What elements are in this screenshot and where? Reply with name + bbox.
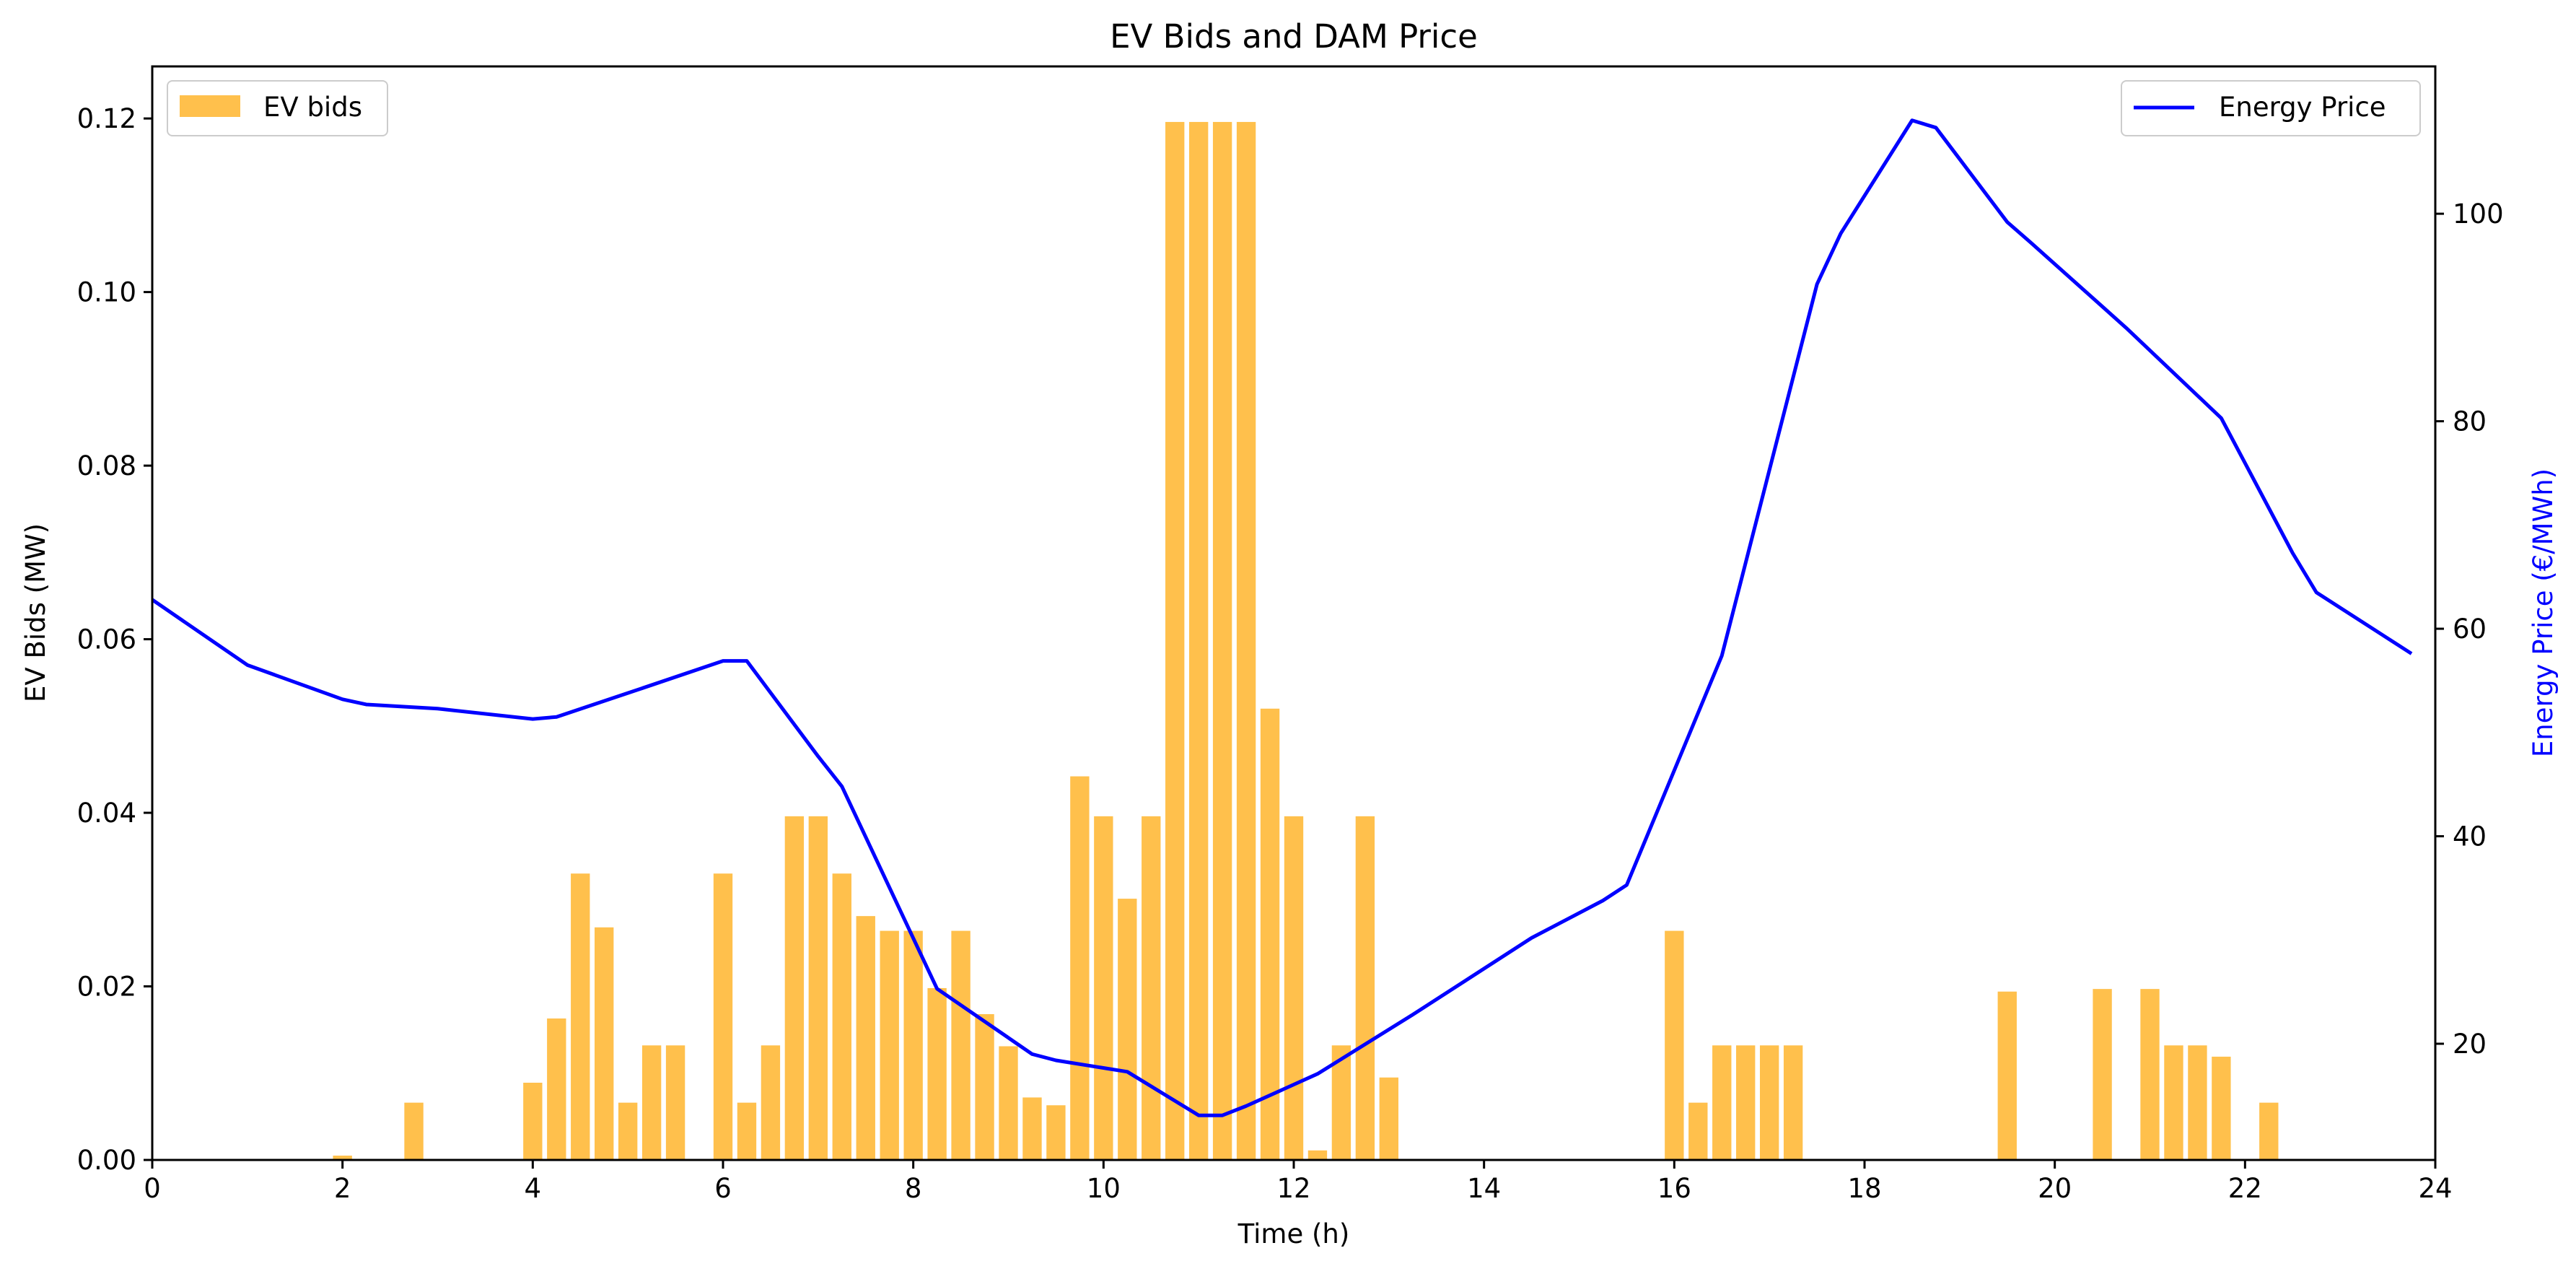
x-tick-label: 20 xyxy=(2038,1173,2072,1204)
y-right-tick-label: 20 xyxy=(2453,1029,2487,1060)
bar xyxy=(856,916,875,1160)
bar xyxy=(2259,1102,2279,1160)
bar xyxy=(1284,816,1304,1160)
x-axis: 0 2 4 6 8 10 12 14 16 18 20 22 24 xyxy=(144,1160,2453,1204)
bar xyxy=(523,1082,543,1160)
bar xyxy=(1118,899,1137,1160)
bar xyxy=(784,816,805,1160)
y-left-tick-label: 0.04 xyxy=(77,798,136,829)
y-left-tick-label: 0.12 xyxy=(77,103,136,134)
legend-ev-bids-frame xyxy=(167,80,388,136)
line-series xyxy=(151,118,2413,1117)
chart-title: EV Bids and DAM Price xyxy=(1110,17,1478,56)
legend-energy-price-frame xyxy=(2121,80,2421,136)
bar xyxy=(2212,1056,2231,1160)
bar xyxy=(880,930,899,1160)
x-tick-label: 6 xyxy=(714,1173,732,1204)
y-axis-right: 20 40 60 80 100 xyxy=(2435,198,2504,1060)
bar xyxy=(2188,1045,2207,1160)
y-left-tick-label: 0.02 xyxy=(77,972,136,1003)
x-tick-label: 10 xyxy=(1087,1173,1121,1204)
bar xyxy=(1307,1150,1328,1160)
energy-price-line xyxy=(151,118,2413,1117)
x-tick-label: 12 xyxy=(1276,1173,1310,1204)
y-left-tick-label: 0.00 xyxy=(77,1145,136,1176)
bar xyxy=(1997,991,2017,1160)
bar xyxy=(665,1045,685,1160)
y-right-tick-label: 40 xyxy=(2453,821,2487,852)
x-tick-label: 18 xyxy=(1847,1173,1881,1204)
legend-energy-price: Energy Price xyxy=(2121,80,2421,136)
bar xyxy=(1046,1105,1066,1160)
y-left-tick-label: 0.10 xyxy=(77,277,136,308)
legend-ev-bids: EV bids xyxy=(167,80,388,136)
x-tick-label: 22 xyxy=(2228,1173,2262,1204)
y-axis-right-title: Energy Price (€/MWh) xyxy=(2528,468,2559,757)
y-left-tick-label: 0.08 xyxy=(77,450,136,481)
bar xyxy=(2093,989,2112,1160)
bar xyxy=(1212,121,1232,1161)
bar xyxy=(808,816,828,1160)
bar xyxy=(1759,1045,1779,1160)
bar xyxy=(761,1045,781,1160)
bar xyxy=(951,930,971,1160)
y-axis-left: 0.00 0.02 0.04 0.06 0.08 0.10 0.12 xyxy=(77,103,152,1176)
bar xyxy=(999,1046,1018,1160)
bar xyxy=(1355,816,1375,1160)
x-tick-label: 16 xyxy=(1657,1173,1691,1204)
bar xyxy=(1665,930,1684,1160)
y-axis-left-title: EV Bids (MW) xyxy=(20,523,51,702)
y-right-tick-label: 100 xyxy=(2453,198,2504,230)
legend-energy-price-label: Energy Price xyxy=(2219,92,2386,123)
y-right-tick-label: 60 xyxy=(2453,614,2487,645)
bar xyxy=(595,927,614,1160)
x-tick-label: 2 xyxy=(334,1173,351,1204)
bar xyxy=(618,1102,638,1160)
bar xyxy=(547,1018,566,1160)
bar xyxy=(571,873,590,1160)
bar xyxy=(2140,989,2160,1160)
bar xyxy=(737,1102,757,1160)
x-tick-label: 24 xyxy=(2418,1173,2452,1204)
y-right-tick-label: 80 xyxy=(2453,406,2487,437)
x-tick-label: 14 xyxy=(1467,1173,1501,1204)
bar xyxy=(1736,1045,1756,1160)
bar-series xyxy=(333,121,2279,1161)
bar xyxy=(1260,708,1280,1160)
bar xyxy=(2164,1045,2183,1160)
x-tick-label: 8 xyxy=(905,1173,922,1204)
bar xyxy=(713,873,733,1160)
bar xyxy=(1783,1045,1803,1160)
bar xyxy=(1688,1102,1708,1160)
x-tick-label: 0 xyxy=(144,1173,161,1204)
legend-ev-bids-swatch xyxy=(180,95,240,117)
bar xyxy=(975,1014,994,1160)
x-axis-title: Time (h) xyxy=(1237,1218,1350,1249)
bar xyxy=(1188,121,1209,1161)
bar xyxy=(641,1045,662,1160)
bar xyxy=(1094,816,1113,1160)
bar xyxy=(1236,121,1256,1161)
y-left-tick-label: 0.06 xyxy=(77,624,136,655)
bar xyxy=(1070,776,1090,1160)
bar xyxy=(404,1102,424,1160)
bar xyxy=(333,1155,352,1160)
bar xyxy=(1022,1097,1042,1160)
bar xyxy=(1712,1045,1732,1160)
bar xyxy=(832,873,851,1160)
bar xyxy=(903,930,923,1160)
legend-ev-bids-label: EV bids xyxy=(263,92,362,123)
bar xyxy=(927,987,947,1160)
bar xyxy=(1142,816,1161,1160)
bar xyxy=(1379,1077,1399,1160)
bar xyxy=(1165,121,1185,1161)
x-tick-label: 4 xyxy=(525,1173,542,1204)
